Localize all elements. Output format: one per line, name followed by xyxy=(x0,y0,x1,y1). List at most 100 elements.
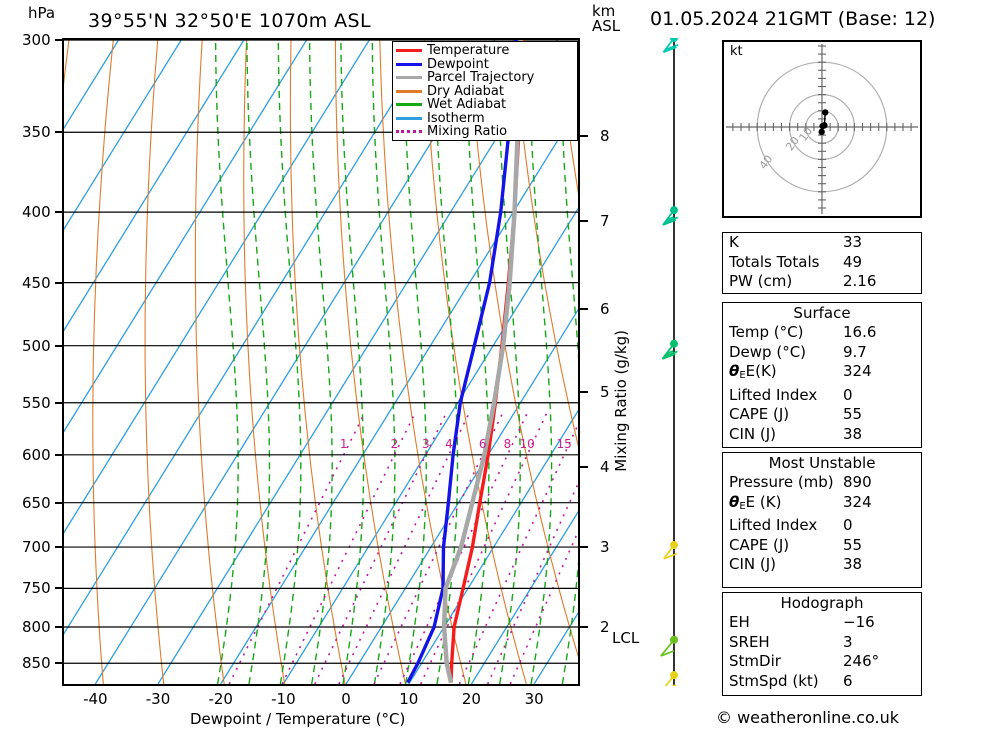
pressure-tick xyxy=(55,501,62,504)
panel-row-key: CIN (J) xyxy=(729,424,777,443)
temperature-tick-label: -40 xyxy=(83,690,108,708)
panel-row-value: 38 xyxy=(843,555,863,573)
panel-row: K 33 xyxy=(723,233,921,253)
legend-swatch-parcel-trajectory xyxy=(396,76,422,80)
pressure-tick xyxy=(55,39,62,41)
legend-item: Mixing Ratio xyxy=(396,125,574,139)
panel-row-key: θEE (K) xyxy=(729,492,782,512)
pressure-tick-label: 850 xyxy=(22,654,51,673)
pressure-tick-label: 400 xyxy=(22,203,51,222)
temperature-tick-label: 20 xyxy=(461,690,481,708)
panel-row: CAPE (J) 55 xyxy=(723,405,921,425)
height-tick xyxy=(580,220,588,223)
height-tick-label: 5 xyxy=(600,382,610,401)
panel-row: Lifted Index 0 xyxy=(723,516,921,536)
temperature-tick-label: 10 xyxy=(399,690,419,708)
height-tick-label: 6 xyxy=(600,299,610,318)
height-axis-unit-line2: ASL xyxy=(592,17,621,35)
panel-heading: Most Unstable xyxy=(768,454,876,472)
panel-heading: Surface xyxy=(793,304,851,322)
panel-row-value: 33 xyxy=(843,233,863,251)
panel-row-key: PW (cm) xyxy=(729,272,793,290)
height-tick xyxy=(580,546,588,549)
pressure-tick xyxy=(55,401,62,404)
panel-row: StmSpd (kt) 6 xyxy=(723,672,921,692)
panel-row-value: 9.7 xyxy=(843,342,867,361)
mixing-ratio-label: 6 xyxy=(478,436,487,451)
legend-label: Temperature xyxy=(427,43,510,59)
panel-row-key: CAPE (J) xyxy=(729,535,790,554)
pressure-tick xyxy=(55,344,62,347)
hodograph: kt 10 20 40 xyxy=(722,40,922,218)
panel-heading: Hodograph xyxy=(780,594,864,612)
panel-row-key: SREH xyxy=(729,632,770,651)
mixing-ratio-label: 10 xyxy=(519,436,535,451)
height-tick xyxy=(580,625,588,628)
skewt-plot-area xyxy=(62,38,580,686)
pressure-tick xyxy=(55,131,62,134)
hodograph-unit-label: kt xyxy=(730,44,743,59)
panel-row-value: 2.16 xyxy=(843,272,877,290)
height-tick xyxy=(580,390,588,393)
panel-row: θEE(K) 324 xyxy=(723,362,921,386)
panel-row-value: −16 xyxy=(843,613,875,631)
pressure-tick-label: 750 xyxy=(22,579,51,598)
panel-row: Temp (°C) 16.6 xyxy=(723,323,921,343)
pressure-tick-label: 800 xyxy=(22,617,51,636)
height-tick-label: 2 xyxy=(600,617,610,636)
height-tick-label: 4 xyxy=(600,457,610,476)
legend-item: Temperature xyxy=(396,44,574,58)
hodograph-point xyxy=(822,109,829,116)
panel-row-value: 38 xyxy=(843,424,863,443)
legend-label: Dry Adiabat xyxy=(427,83,504,99)
pressure-tick-label: 300 xyxy=(22,31,51,49)
panel-row: SREH 3 xyxy=(723,633,921,653)
series-dewpoint xyxy=(406,40,518,684)
panel-row-value: 6 xyxy=(843,671,853,690)
panel-row: CAPE (J) 55 xyxy=(723,536,921,556)
pressure-tick-label: 600 xyxy=(22,445,51,464)
valid-time-title: 01.05.2024 21GMT (Base: 12) xyxy=(650,8,936,30)
legend: Temperature Dewpoint Parcel Trajectory Dry … xyxy=(392,41,578,141)
hodograph-point xyxy=(818,128,825,136)
series-parcel-trajectory xyxy=(441,40,524,684)
panel-row-value: 49 xyxy=(843,252,863,271)
panel-row-key: θEE(K) xyxy=(729,362,777,381)
legend-label: Isotherm xyxy=(427,110,485,126)
height-tick xyxy=(580,307,588,310)
legend-swatch-dry-adiabat xyxy=(396,89,422,93)
hodograph-point xyxy=(819,122,826,130)
pressure-axis-unit: hPa xyxy=(28,4,56,22)
panel-row-key: K xyxy=(729,233,739,251)
panel-row-value: 324 xyxy=(843,492,872,511)
height-tick xyxy=(580,134,588,137)
mixing-ratio-label: 3 xyxy=(422,436,430,451)
panel-row-value: 890 xyxy=(843,473,872,491)
panel-row-key: StmSpd (kt) xyxy=(729,671,819,690)
panel-row: CIN (J) 38 xyxy=(723,425,921,445)
temperature-tick-label: -20 xyxy=(208,690,233,708)
pressure-tick xyxy=(55,587,62,590)
temperature-tick-label: -30 xyxy=(145,690,171,708)
height-tick-label: 8 xyxy=(600,126,610,145)
panel-row-key: StmDir xyxy=(729,652,781,670)
temperature-tick-label: 0 xyxy=(341,690,351,708)
legend-swatch-wet-adiabat xyxy=(396,103,422,107)
panel-row-value: 55 xyxy=(843,535,863,554)
panel-row: CIN (J) 38 xyxy=(723,555,921,575)
panel-row: PW (cm) 2.16 xyxy=(723,272,921,292)
panel-row-key: CIN (J) xyxy=(729,555,777,573)
panel-row-key: Lifted Index xyxy=(729,516,818,534)
mixing-ratio-axis-title: Mixing Ratio (g/kg) xyxy=(612,330,630,472)
mixing-ratio-label: 2 xyxy=(390,436,399,451)
panel-row-key: EH xyxy=(729,613,750,631)
panel-row: Totals Totals 49 xyxy=(723,253,921,273)
pressure-tick-label: 700 xyxy=(22,538,51,557)
wind-barbs xyxy=(660,34,679,691)
legend-label: Wet Adiabat xyxy=(427,97,507,113)
panel-row-key: Dewp (°C) xyxy=(729,342,807,361)
panel-row-value: 16.6 xyxy=(843,323,877,341)
height-axis-unit: km ASL xyxy=(592,4,620,34)
panel-row-value: 55 xyxy=(843,405,863,423)
